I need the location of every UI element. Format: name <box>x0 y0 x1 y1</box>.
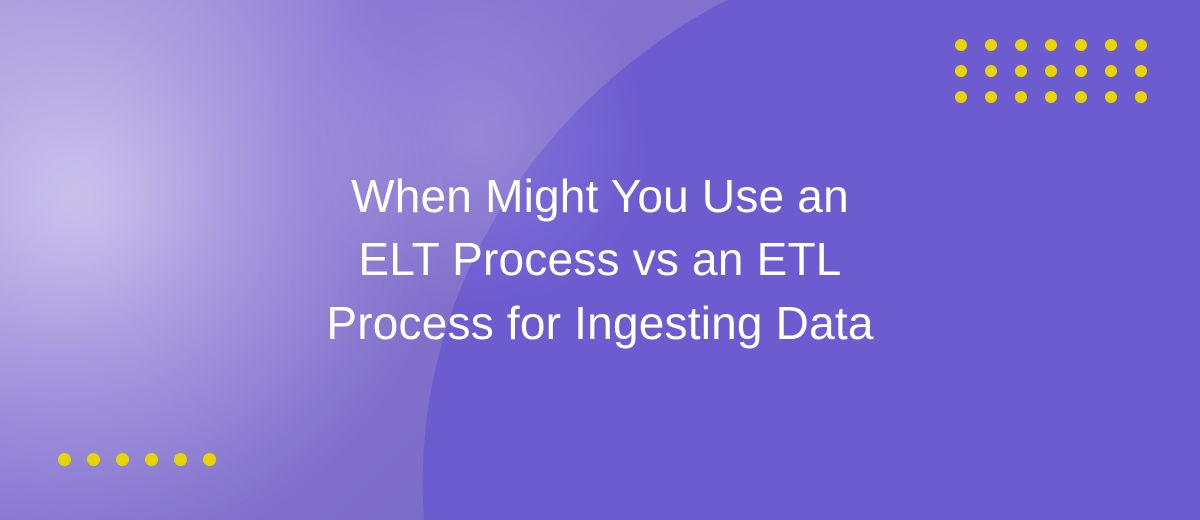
banner-title: When Might You Use an ELT Process vs an … <box>150 165 1050 355</box>
dot-grid-bottom-left <box>50 453 224 466</box>
dot-grid-top-right <box>946 32 1156 110</box>
title-container: When Might You Use an ELT Process vs an … <box>150 165 1050 355</box>
title-line-3: Process for Ingesting Data <box>326 297 873 349</box>
banner-canvas: When Might You Use an ELT Process vs an … <box>0 0 1200 520</box>
title-line-2: ELT Process vs an ETL <box>358 233 841 285</box>
title-line-1: When Might You Use an <box>351 170 849 222</box>
